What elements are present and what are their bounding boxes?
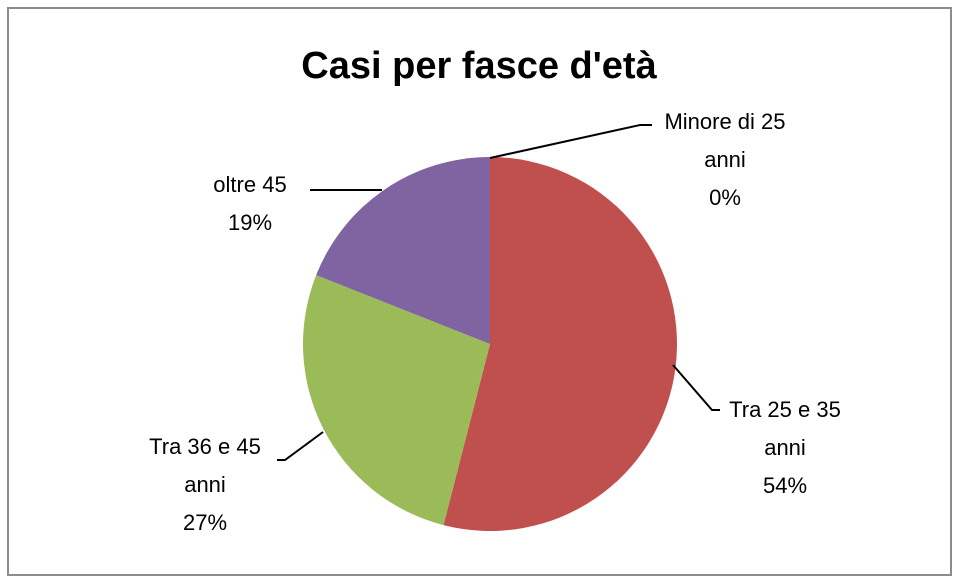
data-label: Tra 36 e 45 anni 27% <box>130 428 280 542</box>
leader-lines <box>277 124 720 461</box>
data-label: oltre 45 19% <box>170 166 330 242</box>
leader-line <box>672 364 720 411</box>
category-label: Minore di 25 anni <box>664 109 786 172</box>
category-label: Tra 25 e 35 anni <box>729 397 841 460</box>
data-label: Minore di 25 anni 0% <box>650 103 800 217</box>
value-label: 54% <box>762 473 808 498</box>
category-label: Tra 36 e 45 anni <box>149 434 261 497</box>
data-label: Tra 25 e 35 anni 54% <box>710 391 860 505</box>
slices <box>303 157 677 531</box>
value-label: 19% <box>227 210 273 235</box>
leader-line <box>489 124 652 159</box>
pie-slice <box>303 275 490 526</box>
value-label: 27% <box>182 510 228 535</box>
category-label: oltre 45 <box>213 172 287 197</box>
pie-slice <box>316 157 490 344</box>
chart-title: Casi per fasce d'età <box>301 45 657 87</box>
leader-line <box>277 431 324 461</box>
value-label: 0% <box>709 185 741 210</box>
pie-slice <box>443 157 677 531</box>
